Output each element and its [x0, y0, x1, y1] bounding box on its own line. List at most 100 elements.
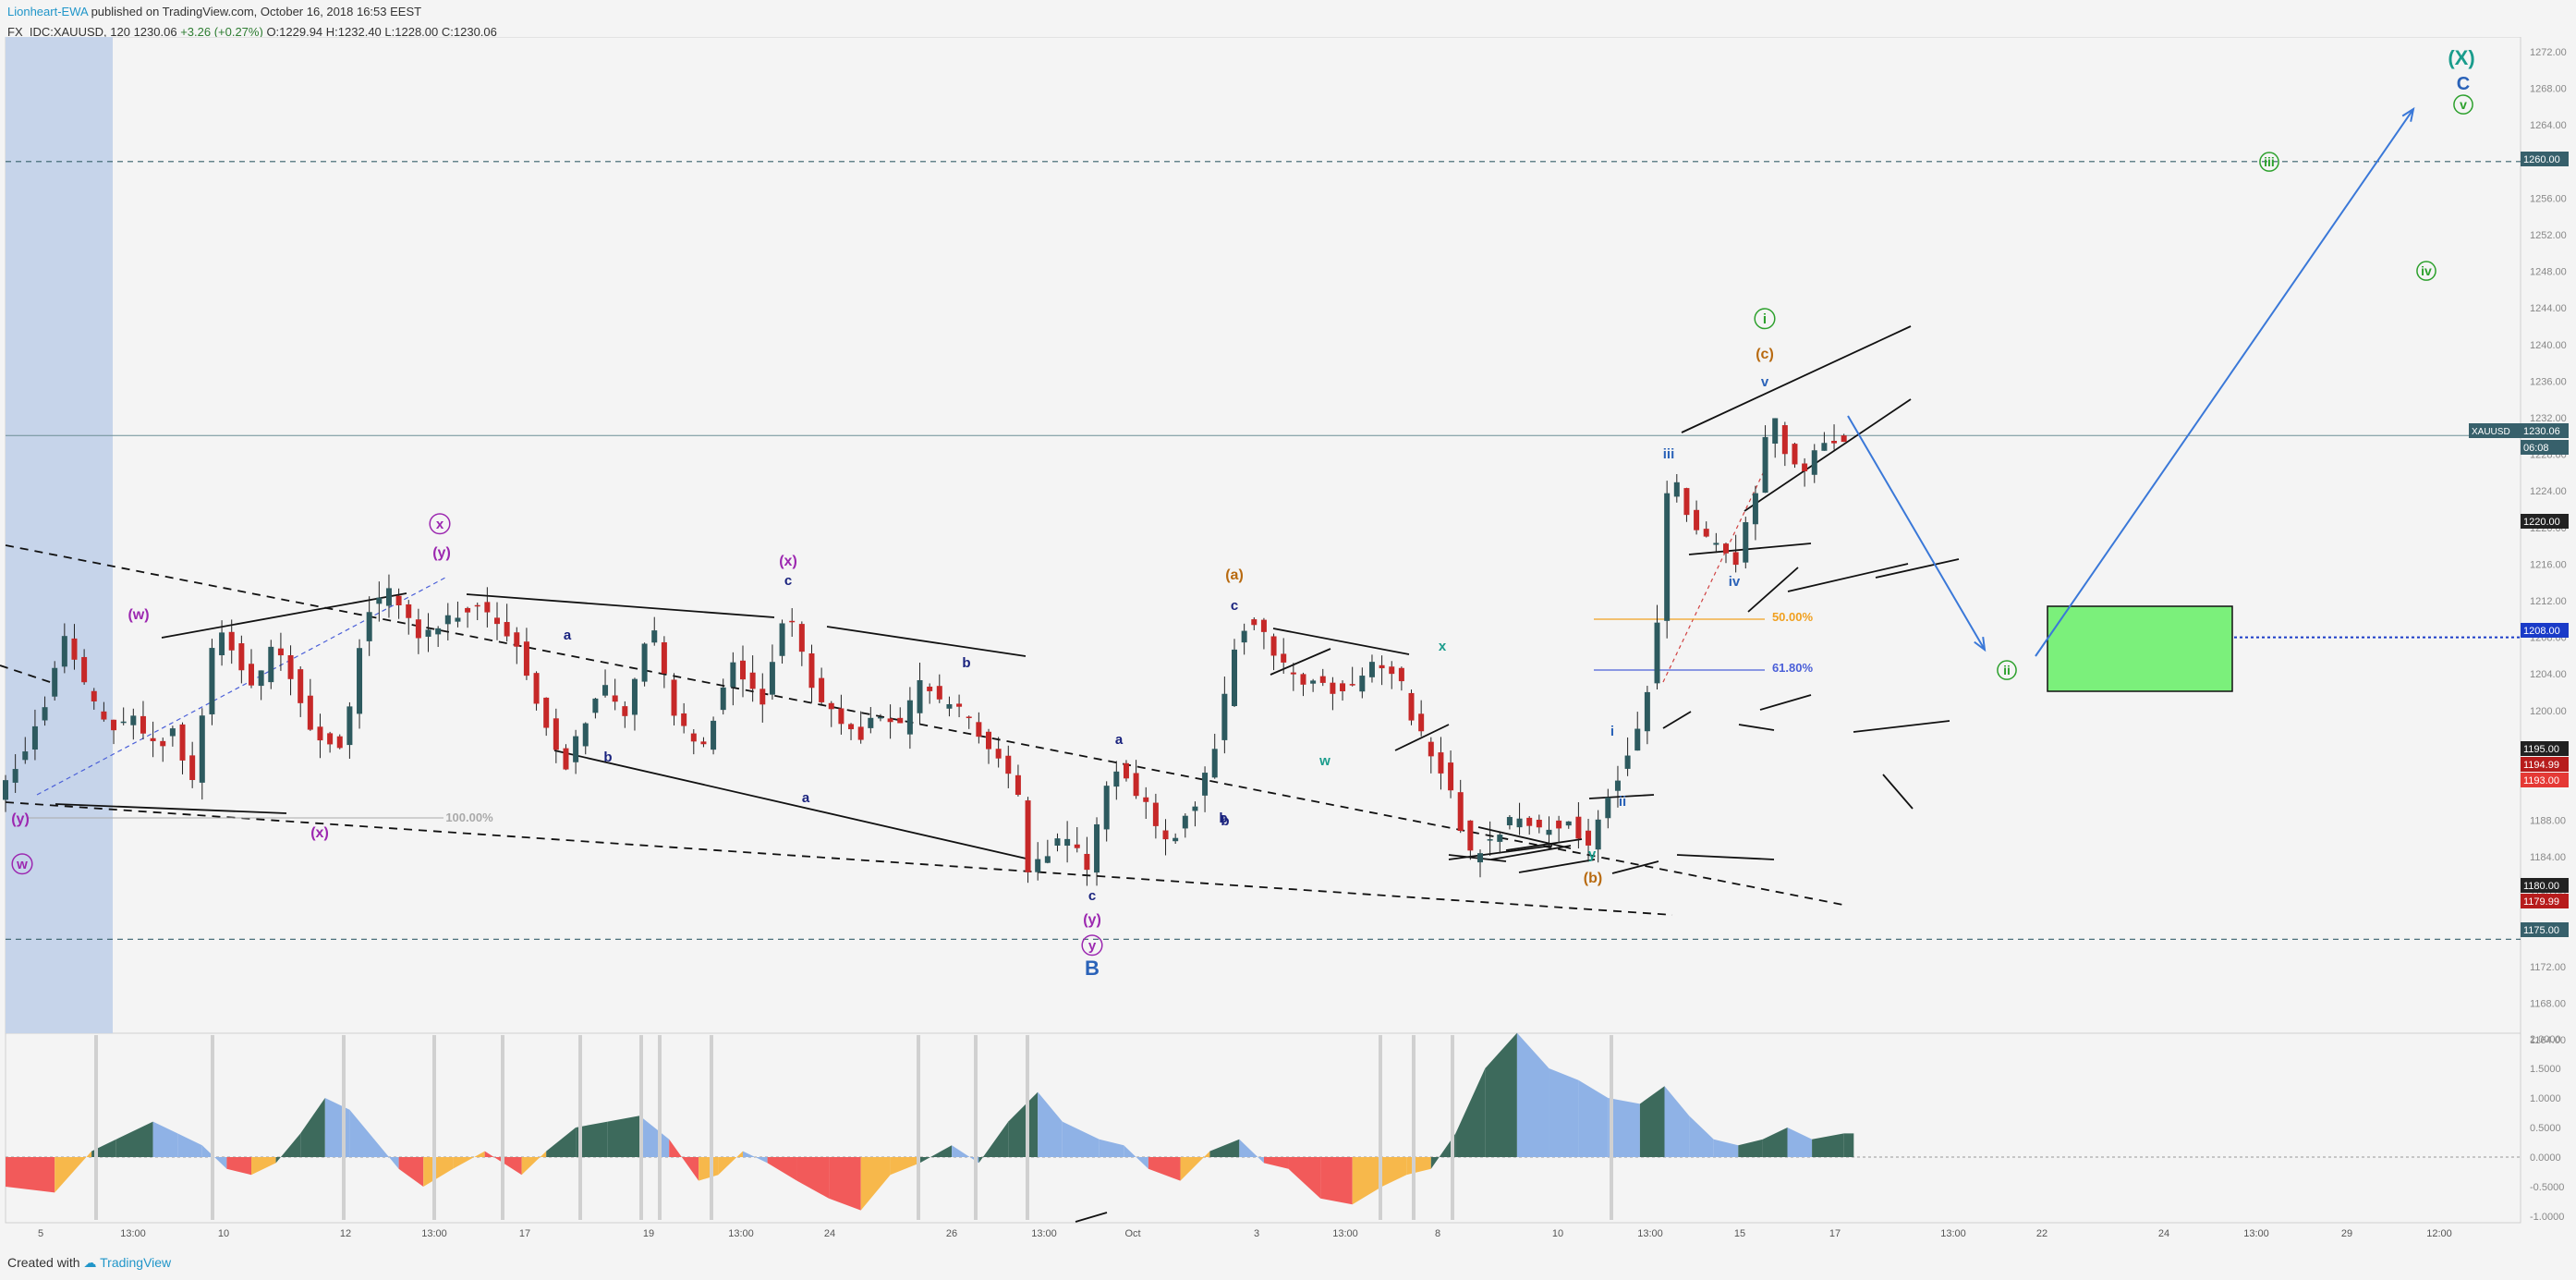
trend-line[interactable] [0, 664, 56, 685]
candle[interactable] [946, 703, 953, 709]
candle[interactable] [61, 636, 67, 667]
candle[interactable] [484, 602, 491, 613]
candle[interactable] [1152, 802, 1159, 826]
candle[interactable] [12, 769, 18, 783]
candle[interactable] [690, 733, 697, 742]
candle[interactable] [425, 629, 431, 637]
candle[interactable] [1260, 619, 1267, 632]
candle[interactable] [1506, 817, 1513, 826]
candle[interactable] [307, 695, 313, 730]
candle[interactable] [1270, 636, 1277, 656]
candle[interactable] [249, 664, 254, 686]
candle[interactable] [906, 700, 913, 735]
candle[interactable] [1831, 440, 1838, 444]
candle[interactable] [444, 615, 451, 625]
candle[interactable] [868, 717, 874, 728]
candle[interactable] [1113, 771, 1120, 787]
candle[interactable] [474, 604, 480, 607]
trend-line[interactable] [161, 592, 407, 639]
candle[interactable] [91, 690, 97, 701]
trend-line[interactable] [1875, 558, 1960, 579]
candle[interactable] [1781, 425, 1788, 455]
candle[interactable] [1536, 819, 1542, 828]
trend-line[interactable] [1477, 826, 1572, 849]
candle[interactable] [1202, 773, 1209, 796]
candle[interactable] [169, 728, 176, 737]
candle[interactable] [651, 630, 658, 643]
candle[interactable] [435, 628, 442, 635]
candle[interactable] [1792, 444, 1798, 465]
candle[interactable] [514, 632, 520, 647]
trend-line[interactable] [1490, 845, 1572, 860]
candle[interactable] [455, 617, 461, 622]
candle[interactable] [1192, 806, 1198, 811]
candle[interactable] [1723, 543, 1729, 554]
candle[interactable] [1211, 749, 1218, 778]
candle[interactable] [1281, 653, 1287, 663]
candle[interactable] [199, 715, 205, 783]
main-plot-area[interactable] [5, 37, 2521, 1034]
candle[interactable] [1290, 672, 1296, 675]
candle[interactable] [1732, 552, 1739, 566]
candle[interactable] [1064, 838, 1071, 847]
tradingview-brand[interactable]: ☁ TradingView [83, 1255, 172, 1270]
candle[interactable] [1772, 418, 1779, 444]
candle[interactable] [1123, 762, 1129, 779]
candle[interactable] [120, 721, 127, 724]
candle[interactable] [789, 620, 796, 623]
candle[interactable] [1802, 463, 1808, 471]
candle[interactable] [1487, 839, 1493, 841]
candle[interactable] [543, 697, 550, 728]
candle[interactable] [277, 648, 284, 656]
candle[interactable] [966, 716, 972, 719]
candle[interactable] [661, 642, 667, 674]
candle[interactable] [563, 748, 569, 770]
candle[interactable] [1565, 821, 1572, 826]
candle[interactable] [631, 678, 638, 715]
trend-line[interactable] [1759, 694, 1812, 711]
candle[interactable] [523, 641, 529, 677]
candle[interactable] [798, 624, 805, 652]
candle[interactable] [1556, 820, 1562, 829]
trend-line[interactable] [5, 801, 1673, 916]
candle[interactable] [219, 632, 225, 656]
candle[interactable] [1054, 838, 1061, 847]
candle[interactable] [465, 607, 471, 613]
candle[interactable] [740, 660, 746, 680]
candle[interactable] [1379, 664, 1385, 669]
trend-line[interactable] [1681, 325, 1912, 433]
candle[interactable] [1497, 835, 1503, 842]
candle[interactable] [887, 718, 893, 723]
candle[interactable] [622, 706, 628, 716]
candle[interactable] [1143, 797, 1149, 802]
candle[interactable] [1467, 820, 1474, 851]
candle[interactable] [1300, 674, 1306, 685]
candle[interactable] [1457, 792, 1464, 832]
candle[interactable] [749, 672, 756, 689]
candle[interactable] [1614, 780, 1621, 791]
candle[interactable] [71, 638, 78, 660]
trend-line[interactable] [1676, 854, 1775, 860]
candle[interactable] [681, 713, 687, 726]
candle[interactable] [268, 646, 274, 683]
candle[interactable] [1015, 774, 1021, 796]
candle[interactable] [101, 711, 107, 720]
candle[interactable] [671, 679, 677, 716]
candle[interactable] [1821, 443, 1828, 451]
candle[interactable] [140, 715, 146, 734]
candle[interactable] [189, 755, 196, 781]
red-dashed-line[interactable] [1662, 469, 1766, 683]
target-box[interactable] [2047, 605, 2233, 692]
candle[interactable] [22, 751, 29, 761]
candle[interactable] [366, 612, 372, 641]
candle[interactable] [317, 726, 323, 741]
candle[interactable] [1232, 649, 1237, 706]
candle[interactable] [877, 716, 883, 719]
candle[interactable] [1586, 830, 1592, 846]
candle[interactable] [828, 702, 834, 710]
candle[interactable] [228, 631, 235, 651]
candle[interactable] [1094, 823, 1100, 873]
candle[interactable] [1428, 741, 1434, 757]
trend-line[interactable] [1662, 711, 1692, 729]
candle[interactable] [1025, 800, 1031, 872]
